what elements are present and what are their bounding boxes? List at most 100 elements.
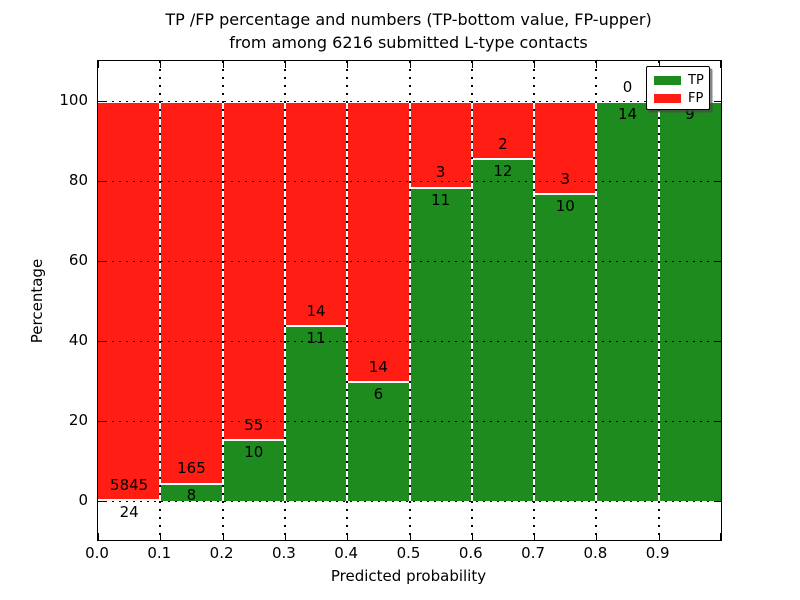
bar-fp-segment bbox=[98, 101, 161, 500]
vertical-gridline bbox=[470, 61, 473, 540]
x-tick-mark-top bbox=[471, 61, 473, 68]
bar-tp-label: 6 bbox=[373, 384, 384, 403]
bar-fp-segment bbox=[347, 101, 410, 381]
x-tick-label: 0.8 bbox=[583, 544, 608, 562]
y-tick-mark-left bbox=[98, 501, 105, 502]
x-tick-mark-bottom bbox=[409, 533, 411, 540]
bar-tp-label: 10 bbox=[555, 197, 575, 216]
bar-tp-segment bbox=[98, 499, 161, 502]
legend-label: TP bbox=[688, 72, 704, 88]
bar-tp-segment bbox=[347, 381, 410, 501]
bar-tp-label: 14 bbox=[618, 104, 638, 123]
bar-fp-label: 5845 bbox=[110, 475, 149, 494]
horizontal-gridline bbox=[98, 421, 721, 422]
y-tick-mark-right bbox=[714, 421, 721, 422]
y-axis-label: Percentage bbox=[28, 258, 46, 344]
x-tick-mark-bottom bbox=[658, 533, 660, 540]
y-tick-mark-left bbox=[98, 341, 105, 342]
x-tick-label: 0.9 bbox=[645, 544, 670, 562]
x-tick-label: 0.7 bbox=[521, 544, 546, 562]
x-tick-mark-bottom bbox=[471, 533, 473, 540]
x-tick-mark-top bbox=[98, 61, 99, 68]
bar-tp-segment bbox=[409, 186, 472, 501]
bar-fp-label: 0 bbox=[622, 77, 633, 96]
x-tick-mark-bottom bbox=[534, 533, 536, 540]
x-tick-mark-top bbox=[409, 61, 411, 68]
horizontal-gridline bbox=[98, 261, 721, 262]
y-tick-label: 80 bbox=[68, 171, 88, 189]
bar-tp-label: 12 bbox=[493, 161, 513, 180]
plot-area: 58452416585510141114631121231001409TPFP bbox=[97, 60, 722, 541]
bar-fp-label: 55 bbox=[244, 416, 264, 435]
horizontal-gridline bbox=[98, 101, 721, 102]
y-tick-label: 60 bbox=[68, 251, 88, 269]
x-tick-mark-bottom bbox=[222, 533, 224, 540]
bar-fp-segment bbox=[596, 101, 659, 103]
chart-title: TP /FP percentage and numbers (TP-bottom… bbox=[97, 8, 720, 54]
x-tick-mark-bottom bbox=[160, 533, 162, 540]
x-tick-mark-top bbox=[720, 61, 721, 68]
bar-tp-segment bbox=[658, 101, 721, 501]
y-tick-mark-right bbox=[714, 261, 721, 262]
x-tick-mark-bottom bbox=[347, 533, 349, 540]
y-tick-label: 0 bbox=[78, 491, 88, 509]
vertical-gridline bbox=[283, 61, 286, 540]
x-tick-label: 0.2 bbox=[209, 544, 234, 562]
chart-title-line2: from among 6216 submitted L-type contact… bbox=[229, 33, 588, 52]
horizontal-gridline bbox=[98, 501, 721, 502]
y-tick-mark-left bbox=[98, 181, 105, 182]
y-tick-label: 100 bbox=[59, 91, 88, 109]
x-tick-mark-top bbox=[284, 61, 286, 68]
bar-tp-segment bbox=[284, 325, 348, 501]
x-tick-mark-bottom bbox=[98, 533, 99, 540]
bar-tp-label: 11 bbox=[306, 328, 326, 347]
y-tick-label: 40 bbox=[68, 331, 88, 349]
bar-fp-label: 3 bbox=[435, 163, 446, 182]
bar-fp-segment bbox=[471, 101, 535, 159]
horizontal-gridline bbox=[98, 341, 721, 342]
legend-item-fp: FP bbox=[654, 89, 709, 107]
bar-fp-label: 3 bbox=[560, 169, 571, 188]
bar-fp-label: 14 bbox=[368, 357, 388, 376]
x-tick-mark-bottom bbox=[720, 533, 721, 540]
chart-title-line1: TP /FP percentage and numbers (TP-bottom… bbox=[165, 10, 652, 29]
x-tick-mark-top bbox=[222, 61, 224, 68]
x-tick-label: 0.3 bbox=[271, 544, 296, 562]
bar-fp-segment bbox=[222, 101, 285, 440]
bar-tp-segment bbox=[471, 158, 535, 501]
horizontal-gridline bbox=[98, 181, 721, 182]
bar-tp-segment bbox=[534, 193, 597, 501]
x-tick-mark-bottom bbox=[284, 533, 286, 540]
x-tick-label: 0.4 bbox=[334, 544, 359, 562]
bar-tp-label: 24 bbox=[119, 503, 139, 522]
bar-fp-label: 165 bbox=[177, 459, 206, 478]
legend: TP FP bbox=[646, 66, 710, 110]
x-tick-mark-bottom bbox=[596, 533, 598, 540]
bar-fp-segment bbox=[160, 101, 223, 483]
y-tick-label: 20 bbox=[68, 411, 88, 429]
bar-tp-segment bbox=[222, 439, 285, 501]
bar-tp-label: 8 bbox=[186, 486, 197, 505]
x-tick-label: 0.0 bbox=[85, 544, 109, 562]
vertical-gridline bbox=[657, 61, 660, 540]
bar-fp-segment bbox=[534, 101, 597, 194]
vertical-gridline bbox=[533, 61, 536, 540]
vertical-gridline bbox=[159, 61, 162, 540]
legend-item-tp: TP bbox=[654, 71, 709, 89]
x-tick-mark-top bbox=[534, 61, 536, 68]
vertical-gridline bbox=[408, 61, 411, 540]
legend-label: FP bbox=[688, 90, 704, 106]
x-tick-mark-top bbox=[347, 61, 349, 68]
bar-fp-segment bbox=[284, 101, 348, 325]
legend-swatch-fp bbox=[654, 93, 681, 103]
bar-tp-segment bbox=[596, 101, 659, 501]
vertical-gridline bbox=[221, 61, 224, 540]
y-tick-mark-left bbox=[98, 421, 105, 422]
bar-fp-label: 14 bbox=[306, 301, 326, 320]
x-tick-mark-top bbox=[160, 61, 162, 68]
x-axis-label: Predicted probability bbox=[330, 567, 487, 585]
bar-fp-label: 2 bbox=[498, 134, 508, 153]
y-tick-mark-right bbox=[714, 341, 721, 342]
x-tick-mark-top bbox=[596, 61, 598, 68]
